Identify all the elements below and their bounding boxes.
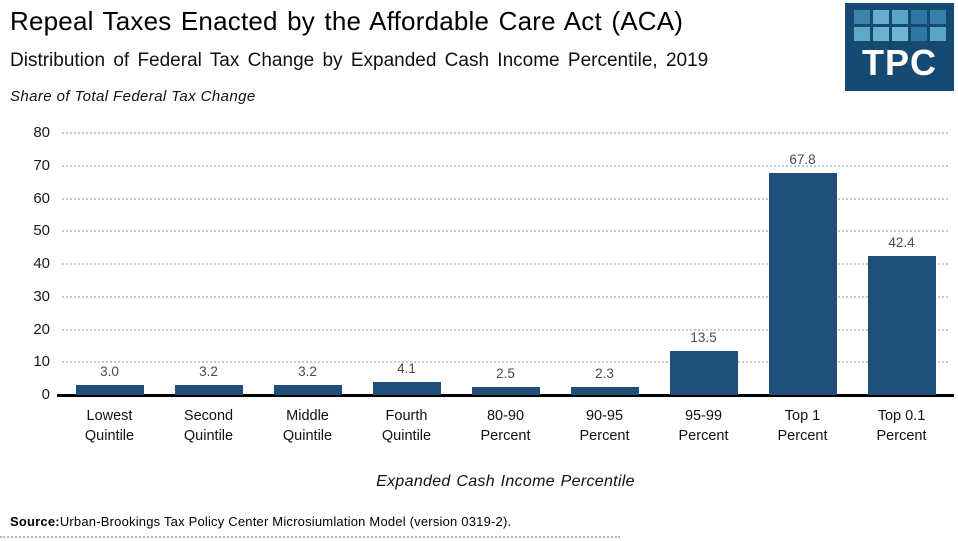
chart-subtitle: Distribution of Federal Tax Change by Ex… <box>10 50 709 71</box>
gridline-20 <box>62 328 948 331</box>
logo-square-5 <box>853 27 870 41</box>
logo-square-1 <box>872 10 889 24</box>
x-category-label-6: 95-99 Percent <box>678 408 729 445</box>
bar-value-label-4: 2.5 <box>496 365 515 381</box>
bar-4 <box>471 386 540 395</box>
logo-square-8 <box>910 27 927 41</box>
source-text: Urban-Brookings Tax Policy Center Micros… <box>59 514 512 529</box>
bar-3 <box>372 381 441 395</box>
bar-0 <box>75 385 144 395</box>
y-tick-label-10: 10 <box>33 353 50 371</box>
y-tick-label-50: 50 <box>33 222 50 240</box>
bar-value-label-6: 13.5 <box>690 329 717 345</box>
x-axis-line <box>57 394 954 397</box>
bottom-divider-line <box>0 536 620 538</box>
bar-6 <box>669 350 738 395</box>
y-axis-unit-note: Share of Total Federal Tax Change <box>10 88 256 105</box>
chart-title: Repeal Taxes Enacted by the Affordable C… <box>10 6 684 36</box>
gridline-10 <box>62 361 948 364</box>
bar-value-label-5: 2.3 <box>595 366 614 382</box>
gridline-30 <box>62 295 948 298</box>
tpc-logo: TPC <box>845 3 954 91</box>
bar-2 <box>273 384 342 395</box>
y-tick-label-80: 80 <box>33 124 50 141</box>
source-label: Source: <box>10 514 60 529</box>
gridline-40 <box>62 263 948 265</box>
bar-value-label-1: 3.2 <box>199 363 218 379</box>
source-note: Source:Urban-Brookings Tax Policy Center… <box>10 514 511 529</box>
logo-square-7 <box>891 27 908 41</box>
y-tick-label-60: 60 <box>33 189 50 207</box>
gridline-50 <box>62 230 948 233</box>
logo-square-3 <box>910 10 927 24</box>
y-tick-label-30: 30 <box>33 287 50 305</box>
bar-8 <box>867 256 936 395</box>
x-category-label-5: 90-95 Percent <box>579 408 630 445</box>
x-category-label-7: Top 1 Percent <box>777 408 828 445</box>
bar-value-label-7: 67.8 <box>789 151 816 167</box>
y-tick-label-20: 20 <box>33 320 50 338</box>
bar-value-label-2: 3.2 <box>298 363 317 379</box>
logo-grid-squares <box>853 10 946 41</box>
gridline-70 <box>62 164 948 167</box>
logo-square-2 <box>891 10 908 24</box>
x-category-label-4: 80-90 Percent <box>480 408 531 445</box>
bar-5 <box>570 387 639 395</box>
x-category-label-0: Lowest Quintile <box>84 408 135 445</box>
y-tick-label-0: 0 <box>41 386 50 403</box>
logo-square-9 <box>929 27 946 41</box>
bar-7 <box>768 172 837 395</box>
x-category-label-2: Middle Quintile <box>282 408 333 445</box>
x-category-label-1: Second Quintile <box>183 408 234 445</box>
gridline-80 <box>62 132 948 134</box>
x-category-label-3: Fourth Quintile <box>381 408 432 445</box>
bar-value-label-3: 4.1 <box>397 360 416 376</box>
x-category-label-8: Top 0.1 Percent <box>876 408 927 445</box>
logo-square-4 <box>929 10 946 24</box>
y-tick-label-70: 70 <box>33 156 50 174</box>
bar-value-label-0: 3.0 <box>100 364 119 380</box>
logo-square-6 <box>872 27 889 41</box>
bar-value-label-8: 42.4 <box>888 235 915 251</box>
logo-square-0 <box>853 10 870 24</box>
x-axis-title: Expanded Cash Income Percentile <box>376 473 635 490</box>
logo-wordmark: TPC <box>862 42 937 83</box>
y-tick-label-40: 40 <box>33 255 50 272</box>
gridline-60 <box>62 197 948 200</box>
bar-1 <box>174 384 243 395</box>
